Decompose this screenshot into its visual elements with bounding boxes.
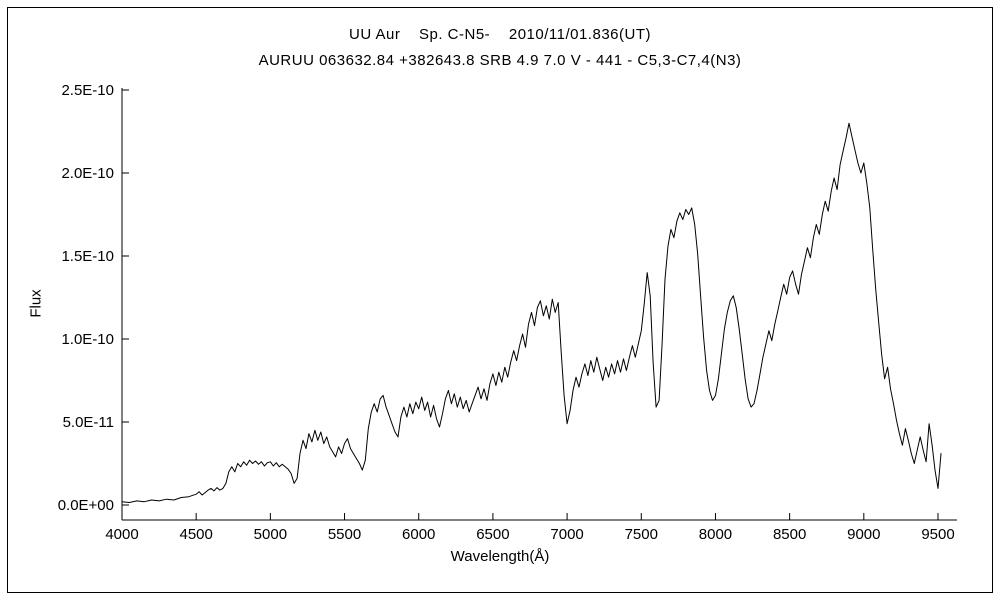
x-tick-label: 4000	[105, 526, 138, 543]
x-tick-label: 7500	[625, 526, 658, 543]
x-tick-label: 7000	[550, 526, 583, 543]
y-tick-label: 2.0E-10	[61, 165, 114, 182]
x-tick-label: 4500	[179, 526, 212, 543]
x-tick-label: 6000	[402, 526, 435, 543]
x-tick-label: 8500	[773, 526, 806, 543]
x-tick-label: 5500	[328, 526, 361, 543]
y-tick-label: 1.5E-10	[61, 248, 114, 265]
x-tick-label: 9000	[847, 526, 880, 543]
x-tick-label: 8000	[699, 526, 732, 543]
spectrum-line	[121, 122, 942, 503]
x-tick-label: 6500	[476, 526, 509, 543]
chart-title-line2: AURUU 063632.84 +382643.8 SRB 4.9 7.0 V …	[258, 52, 742, 69]
x-tick-label: 5000	[254, 526, 287, 543]
y-tick-label: 1.0E-10	[61, 331, 114, 348]
y-tick-label: 5.0E-11	[63, 414, 114, 431]
x-tick-label: 9500	[921, 526, 954, 543]
image-border-frame	[7, 7, 993, 593]
chart-title-line1: UU Aur Sp. C-N5- 2010/11/01.836(UT)	[348, 26, 651, 43]
y-tick-label: 2.5E-10	[61, 82, 114, 99]
y-axis-label: Flux	[27, 289, 45, 318]
y-tick-label: 0.0E+00	[58, 497, 114, 514]
x-axis-label: Wavelength(Å)	[450, 548, 550, 565]
